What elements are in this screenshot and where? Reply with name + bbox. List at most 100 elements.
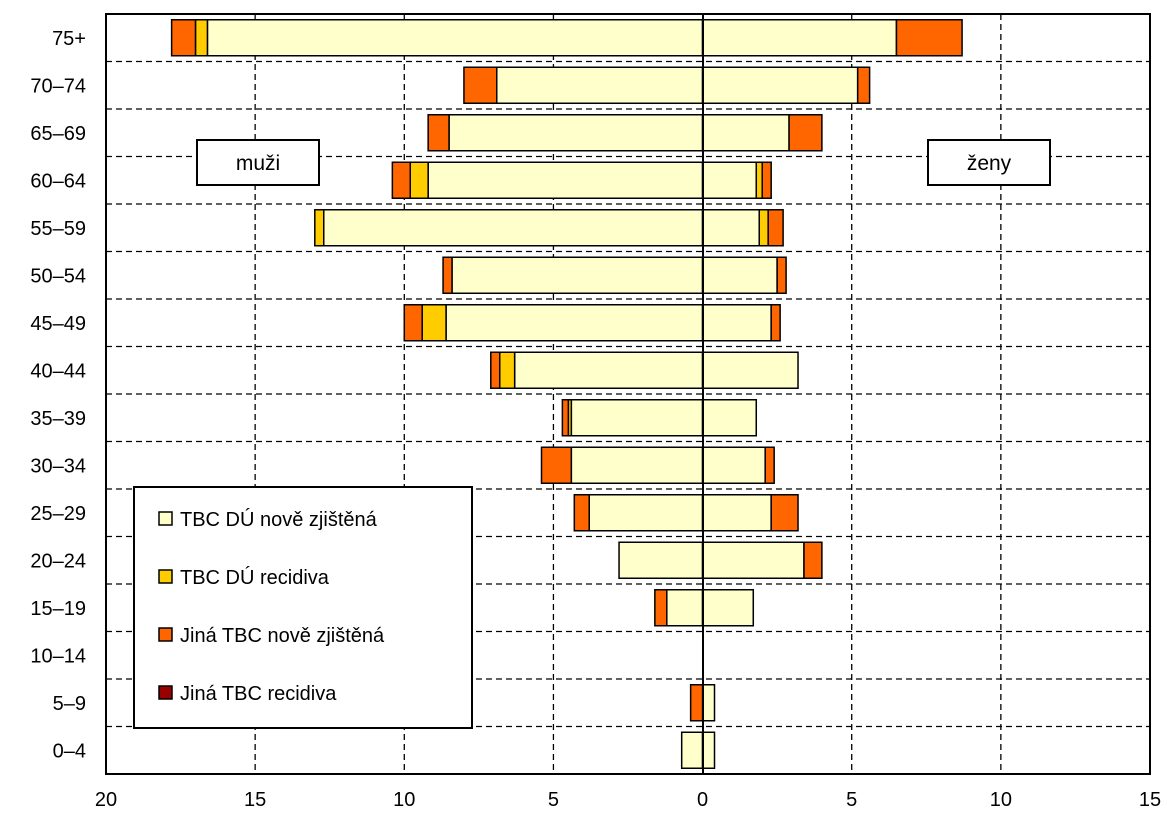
bar-female-70–74-s2 [856,66,871,104]
bar-female-15–19-s0 [701,589,755,627]
legend: TBC DÚ nově zjištěná TBC DÚ recidiva Jiná … [133,486,473,729]
bar-female-0–4-s0 [701,731,716,769]
bar-male-60–64-s0 [427,161,704,199]
bar-female-75+-s2 [895,19,963,57]
bar-male-70–74-s2 [463,66,498,104]
y-tick-label: 20–24 [30,550,86,572]
bar-male-0–4-s0 [680,731,704,769]
bar-female-30–34-s0 [701,446,766,484]
bar-female-75+-s0 [701,19,898,57]
bar-female-25–29-s0 [701,494,772,532]
bar-male-30–34-s2 [540,446,573,484]
bar-female-60–64-s1 [755,161,763,199]
x-tick-label: 20 [95,789,117,811]
y-tick-label: 25–29 [30,503,86,525]
y-tick-label: 55–59 [30,218,86,240]
bar-male-25–29-s0 [588,494,704,532]
bar-female-60–64-s2 [761,161,772,199]
bar-male-60–64-s2 [391,161,412,199]
y-tick-label: 10–14 [30,645,86,667]
y-tick-label: 45–49 [30,313,86,335]
y-tick-label: 40–44 [30,360,86,382]
bar-male-65–69-s2 [427,114,450,152]
female-label: ženy [967,152,1012,175]
y-tick-label: 0–4 [53,740,86,762]
legend-entry-label: Jiná TBC nově zjištěná [180,625,385,647]
x-tick-label: 10 [990,789,1012,811]
bar-female-70–74-s0 [701,66,859,104]
y-tick-label: 30–34 [30,455,86,477]
male-label-box: muži [196,139,320,186]
bar-male-75+-s2 [170,19,197,57]
x-tick-label: 15 [244,789,266,811]
x-tick-labels: 20 15 10 5 0 5 10 15 [95,789,1161,811]
y-tick-label: 65–69 [30,123,86,145]
bar-female-30–34-s2 [764,446,775,484]
x-tick-label: 15 [1139,789,1161,811]
bar-male-55–59-s1 [314,209,325,247]
bar-male-15–19-s0 [666,589,704,627]
bar-female-65–69-s2 [788,114,823,152]
legend-swatch [158,511,173,526]
legend-swatch [158,569,173,584]
bar-male-40–44-s0 [513,351,704,389]
bar-male-5–9-s2 [689,684,704,722]
y-tick-label: 50–54 [30,265,86,287]
x-tick-label: 0 [697,789,708,811]
bar-male-35–39-s2 [561,399,570,437]
bar-female-65–69-s0 [701,114,790,152]
y-tick-labels: 75+ 70–74 65–69 60–64 55–59 50–54 45–49 40–44 35… [30,28,86,763]
bars-layer [170,19,963,769]
bar-female-55–59-s1 [758,209,769,247]
bar-male-45–49-s2 [403,304,423,342]
bar-female-45–49-s2 [770,304,781,342]
x-tick-label: 5 [846,789,857,811]
legend-entry-label: TBC DÚ nově zjištěná [180,508,378,531]
bar-male-40–44-s1 [498,351,516,389]
bar-male-75+-s0 [206,19,704,57]
bar-male-15–19-s2 [654,589,668,627]
bar-female-55–59-s2 [767,209,784,247]
legend-swatch [158,627,173,642]
x-tick-label: 5 [548,789,559,811]
bar-male-40–44-s2 [490,351,501,389]
bar-male-35–39-s0 [570,399,704,437]
bar-female-20–24-s0 [701,541,805,579]
bar-male-75+-s1 [194,19,209,57]
bar-male-30–34-s0 [570,446,704,484]
bar-male-55–59-s0 [322,209,704,247]
y-tick-label: 15–19 [30,598,86,620]
y-tick-label: 5–9 [53,693,86,715]
bar-female-50–54-s0 [701,256,778,294]
legend-box [133,486,473,729]
y-tick-label: 35–39 [30,408,86,430]
male-label: muži [236,152,280,175]
bar-female-50–54-s2 [776,256,787,294]
female-label-box: ženy [927,139,1051,186]
bar-male-65–69-s0 [448,114,704,152]
bar-female-20–24-s2 [803,541,823,579]
bar-female-5–9-s0 [701,684,716,722]
plot-border [105,13,1151,775]
x-tick-label: 10 [393,789,415,811]
bar-male-25–29-s2 [573,494,590,532]
bar-female-25–29-s2 [770,494,799,532]
bar-female-35–39-s0 [701,399,758,437]
bar-male-20–24-s0 [618,541,704,579]
bar-male-50–54-s0 [451,256,704,294]
y-tick-label: 70–74 [30,75,86,97]
bar-female-40–44-s0 [701,351,799,389]
bar-male-45–49-s0 [445,304,704,342]
bar-male-50–54-s2 [442,256,453,294]
legend-entry-label: TBC DÚ recidiva [180,566,330,589]
y-tick-label: 75+ [52,28,86,50]
bar-female-60–64-s0 [701,161,758,199]
bar-male-70–74-s0 [496,66,704,104]
bar-male-45–49-s1 [421,304,447,342]
bar-female-55–59-s0 [701,209,760,247]
y-tick-label: 60–64 [30,170,86,192]
grid-lines [106,14,1151,774]
bar-male-60–64-s1 [409,161,429,199]
legend-entry-label: Jiná TBC recidiva [180,683,337,705]
